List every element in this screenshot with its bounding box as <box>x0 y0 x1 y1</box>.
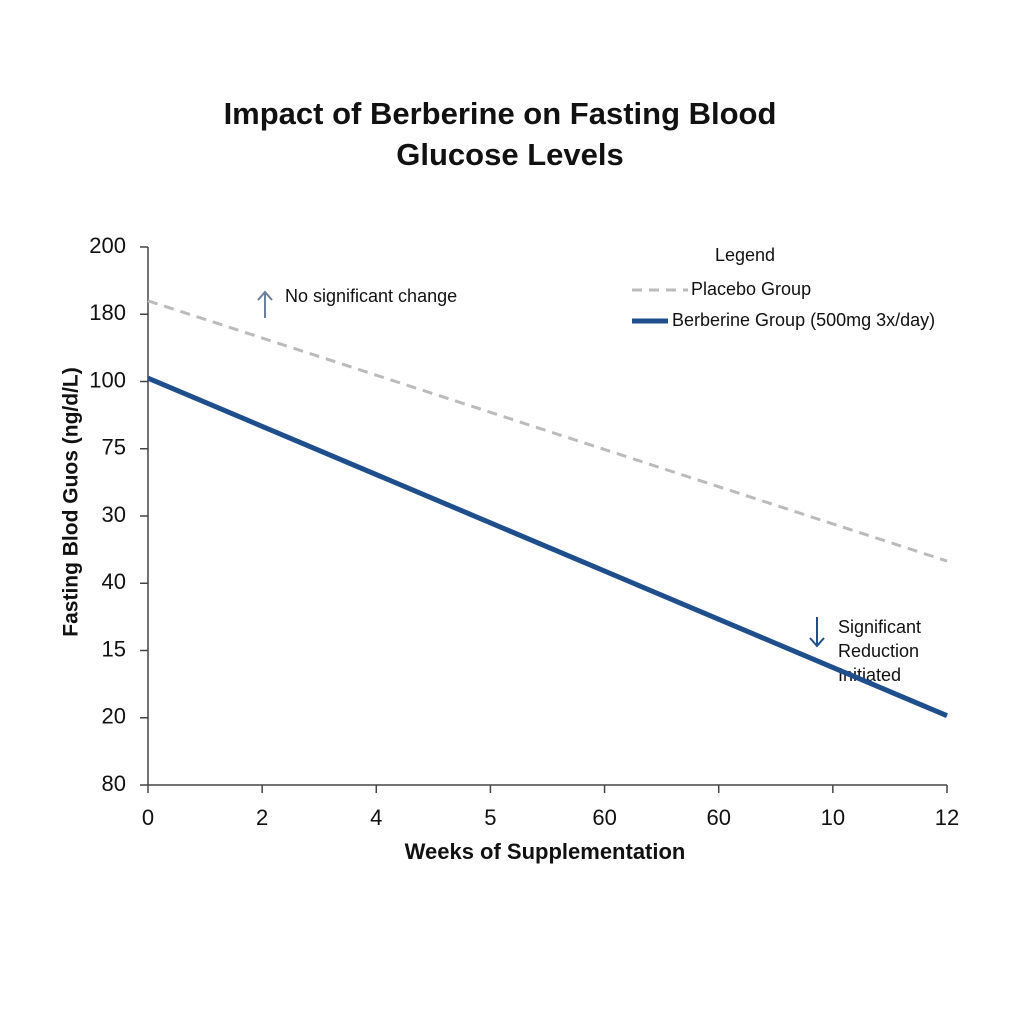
chart-title: Impact of Berberine on Fasting Blood <box>224 96 777 131</box>
x-tick-label: 12 <box>935 805 959 830</box>
y-tick-label: 15 <box>102 636 126 661</box>
series-line <box>147 299 948 563</box>
y-tick-label: 30 <box>102 502 126 527</box>
x-tick-label: 60 <box>706 805 730 830</box>
y-tick-label: 20 <box>102 704 126 729</box>
x-tick-label: 4 <box>370 805 382 830</box>
y-tick-label: 80 <box>102 771 126 796</box>
x-tick-label: 5 <box>484 805 496 830</box>
x-tick-label: 10 <box>821 805 845 830</box>
y-tick-label: 200 <box>89 233 126 258</box>
annotation: No significant change <box>285 286 457 306</box>
y-tick-label: 40 <box>102 569 126 594</box>
annotation-arrow <box>257 290 273 301</box>
y-axis-label: Fasting Blod Guos (ng/d/L) <box>60 367 83 636</box>
x-tick-label: 60 <box>592 805 616 830</box>
legend-label: Placebo Group <box>691 279 811 299</box>
x-tick-label: 0 <box>142 805 154 830</box>
x-tick-label: 2 <box>256 805 268 830</box>
chart-title: Glucose Levels <box>396 137 623 172</box>
annotation-arrow <box>809 637 825 648</box>
y-tick-label: 100 <box>89 367 126 392</box>
x-axis-label: Weeks of Supplementation <box>405 839 686 864</box>
annotation: Initiated <box>838 665 901 685</box>
y-tick-label: 75 <box>102 435 126 460</box>
legend-title: Legend <box>715 245 775 265</box>
annotation: Reduction <box>838 641 919 661</box>
y-tick-label: 180 <box>89 300 126 325</box>
annotation: Significant <box>838 617 921 637</box>
series-line <box>147 375 948 719</box>
legend-label: Berberine Group (500mg 3x/day) <box>672 310 935 330</box>
